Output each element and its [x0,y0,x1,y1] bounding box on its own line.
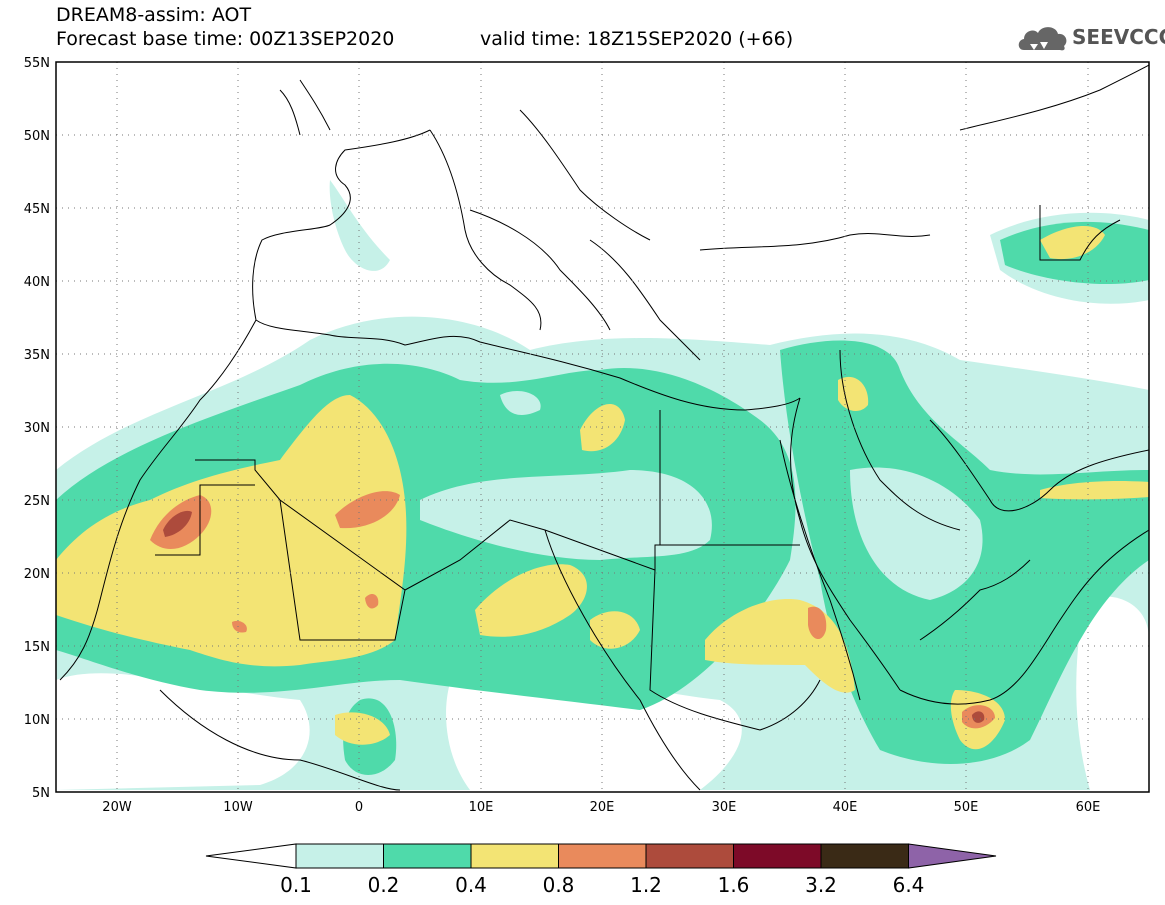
colorbar-label: 0.4 [455,873,487,897]
colorbar-label: 3.2 [805,873,837,897]
aot-band-1.2-1.6 [163,510,985,723]
colorbar-swatch [383,843,472,869]
lon-label: 20W [102,800,132,815]
logo-text: SEEVCCC [1072,25,1165,49]
lat-label: 5N [32,786,50,801]
lon-label: 10W [223,800,253,815]
lon-label: 30E [712,800,737,815]
colorbar-label: 0.1 [280,873,312,897]
longitude-labels: 20W 10W 0 10E 20E 30E 40E 50E 60E [102,800,1100,815]
colorbar-label: 0.8 [543,873,575,897]
lon-label: 10E [469,800,494,815]
colorbar-arrow-low [205,843,297,869]
lat-label: 10N [24,713,50,728]
aot-band-0.4-0.8 [56,225,1149,750]
valid-time: valid time: 18Z15SEP2020 (+66) [480,28,794,50]
lon-label: 50E [954,800,979,815]
seevccc-logo: SEEVCCC [1016,22,1165,58]
map-title: DREAM8-assim: AOT [56,4,252,26]
lon-label: 20E [590,800,615,815]
graticule [56,62,1149,792]
forecast-base-time: Forecast base time: 00Z13SEP2020 [56,28,395,50]
colorbar-label: 1.2 [630,873,662,897]
lat-label: 55N [24,56,50,71]
lat-label: 25N [24,494,50,509]
lat-label: 15N [24,640,50,655]
colorbar-swatch [558,843,647,869]
aot-clear-areas [56,500,1149,790]
colorbar-swatch [733,843,822,869]
colorbar-label: 1.6 [718,873,750,897]
cloud-icon [1018,27,1067,51]
aot-fields [56,180,1149,790]
colorbar-swatch [470,843,559,869]
colorbar-swatch [820,843,909,869]
lat-label: 40N [24,275,50,290]
lat-label: 45N [24,202,50,217]
lat-label: 30N [24,421,50,436]
colorbar-swatch [645,843,734,869]
colorbar-arrow-high [908,843,997,869]
colorbar: 0.1 0.2 0.4 0.8 1.2 1.6 3.2 6.4 [205,843,997,897]
lon-label: 60E [1076,800,1101,815]
lat-label: 35N [24,348,50,363]
coastlines-borders [59,64,1149,791]
lon-label: 0 [355,800,363,815]
lat-label: 20N [24,567,50,582]
aot-band-low-interior [420,390,983,600]
map-frame [55,61,1150,793]
colorbar-swatch [295,843,384,869]
latitude-labels: 55N 50N 45N 40N 35N 30N 25N 20N 15N 10N … [24,56,50,801]
lat-label: 50N [24,129,50,144]
colorbar-label: 6.4 [893,873,925,897]
colorbar-label: 0.2 [368,873,400,897]
lon-label: 40E [833,800,858,815]
